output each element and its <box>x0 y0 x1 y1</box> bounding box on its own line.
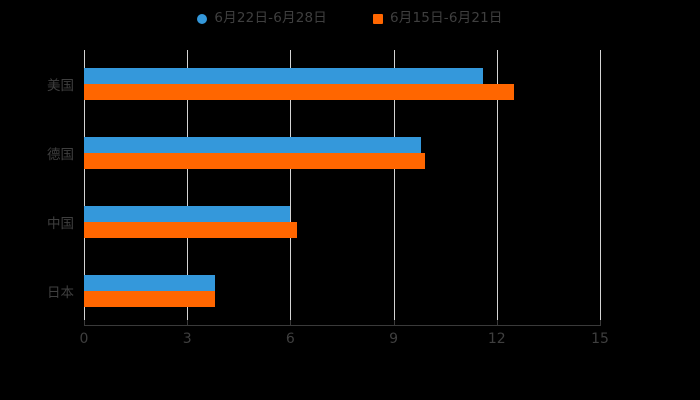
x-tick-0 <box>84 320 85 326</box>
y-axis-category-labels: 美国 德国 中国 日本 <box>0 0 74 400</box>
y-axis-label-1: 德国 <box>47 147 74 164</box>
x-tick-3 <box>187 320 189 326</box>
chart-legend: 6月22日-6月28日 6月15日-6月21日 <box>0 6 700 32</box>
bar-1-series-0 <box>84 137 422 154</box>
legend-marker-circle-icon <box>197 14 208 24</box>
x-tick-label-3: 3 <box>182 331 192 347</box>
bar-2-series-0 <box>84 205 291 222</box>
x-tick-label-0: 0 <box>79 331 89 347</box>
bar-1-series-1 <box>84 153 425 170</box>
bar-2-series-1 <box>84 221 298 238</box>
x-tick-label-15: 15 <box>591 331 609 347</box>
gridline-6 <box>290 50 292 325</box>
gridline-3 <box>187 50 189 325</box>
x-tick-6 <box>290 320 292 326</box>
legend-item-1[interactable]: 6月15日-6月21日 <box>373 12 503 26</box>
x-tick-9 <box>393 320 395 326</box>
x-tick-label-9: 9 <box>389 331 399 347</box>
plot-area <box>84 50 601 325</box>
y-axis-label-0: 美国 <box>47 78 74 95</box>
legend-label: 6月22日-6月28日 <box>214 10 327 27</box>
x-tick-15 <box>600 320 601 326</box>
bar-3-series-0 <box>84 274 215 291</box>
x-axis-line <box>84 325 601 326</box>
legend-item-0[interactable]: 6月22日-6月28日 <box>197 12 327 26</box>
gridline-0 <box>84 50 85 325</box>
gridline-15 <box>600 50 601 325</box>
legend-marker-square-icon <box>373 14 383 24</box>
bar-0-series-0 <box>84 68 484 85</box>
x-tick-12 <box>496 320 498 326</box>
y-axis-label-3: 日本 <box>47 284 74 301</box>
y-axis-label-2: 中国 <box>47 215 74 232</box>
x-tick-label-12: 12 <box>487 331 506 347</box>
bar-0-series-1 <box>84 84 514 101</box>
bar-3-series-1 <box>84 290 215 307</box>
gridline-12 <box>496 50 498 325</box>
gridline-9 <box>393 50 395 325</box>
legend-label: 6月15日-6月21日 <box>390 10 503 27</box>
x-tick-label-6: 6 <box>285 331 295 347</box>
